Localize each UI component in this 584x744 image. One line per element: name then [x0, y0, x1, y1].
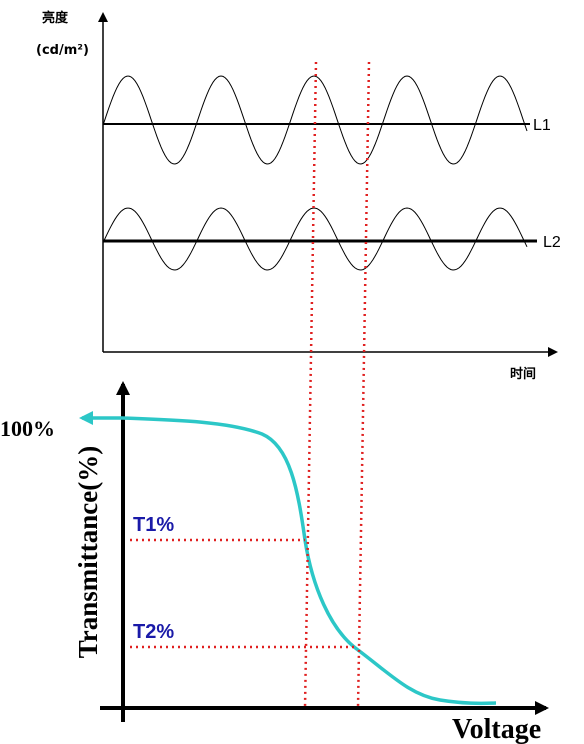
y-label: 亮度: [42, 10, 69, 26]
guide-line: [356, 61, 371, 709]
level-label: T1%: [133, 514, 174, 536]
y-label: Transmittance(%): [73, 446, 103, 658]
line-label: L2: [543, 234, 561, 251]
wave-l2: [102, 207, 528, 271]
line-label: L1: [533, 117, 551, 134]
top-label: 100%: [0, 416, 55, 441]
level-label: T2%: [133, 621, 174, 643]
x-label: Voltage: [452, 714, 541, 744]
guide-line: [303, 61, 318, 709]
transmittance-curve: [122, 416, 497, 706]
y-unit: (cd/m²): [36, 43, 89, 58]
wave-l1: [102, 75, 528, 165]
x-label: 时间: [510, 366, 536, 382]
